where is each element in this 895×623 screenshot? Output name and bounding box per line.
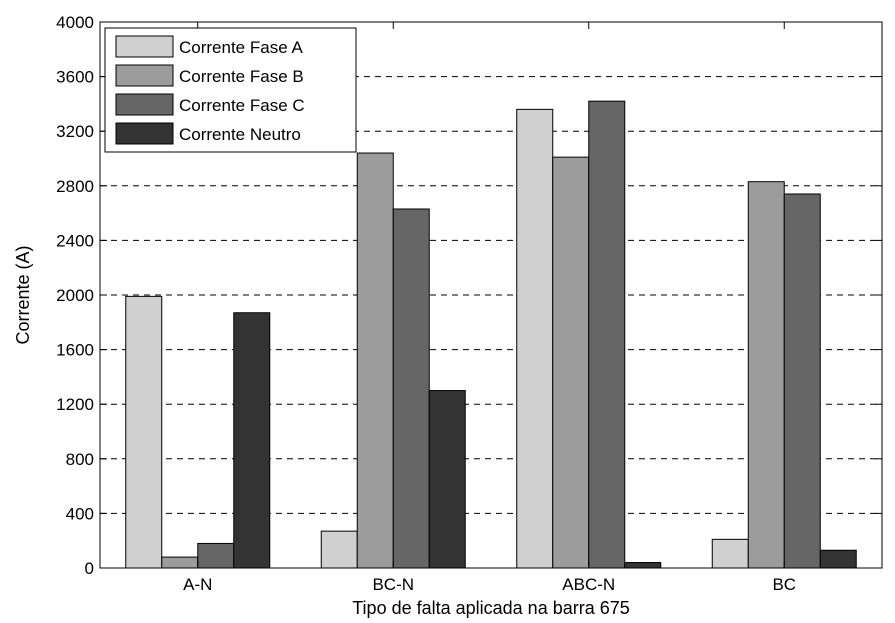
legend-label: Corrente Fase A xyxy=(179,38,303,57)
bar-bc-n-series-3 xyxy=(392,208,430,569)
y-tick-label: 800 xyxy=(66,450,94,469)
bar-bc-n-series-1 xyxy=(320,530,358,569)
x-tick-label: A-N xyxy=(183,575,212,594)
y-tick-label: 4000 xyxy=(56,13,94,32)
legend-label: Corrente Fase B xyxy=(179,67,304,86)
bar-abc-n-series-1 xyxy=(516,108,554,569)
axis-ticks: 0 400 800 1200 1600 2000 2400 2800 3200 3600 4000 A… xyxy=(56,13,882,594)
legend-swatch xyxy=(115,35,174,58)
y-tick-label: 1600 xyxy=(56,341,94,360)
x-tick-label: BC-N xyxy=(372,575,414,594)
bar-a-n-series-2 xyxy=(161,556,199,569)
bar-bc-series-1 xyxy=(711,538,749,569)
y-tick-label: 3200 xyxy=(56,122,94,141)
bar-abc-n-series-4 xyxy=(624,562,662,569)
y-tick-label: 2000 xyxy=(56,286,94,305)
bar-a-n-series-4 xyxy=(233,312,271,569)
bar-a-n-series-3 xyxy=(197,542,235,569)
bar-abc-n-series-2 xyxy=(552,156,590,569)
y-tick-label: 2800 xyxy=(56,177,94,196)
y-axis-title: Corrente (A) xyxy=(13,245,33,344)
bars xyxy=(125,100,857,569)
bar-bc-series-3 xyxy=(783,193,821,569)
y-tick-label: 1200 xyxy=(56,395,94,414)
legend-swatch xyxy=(115,122,174,145)
x-axis-title: Tipo de falta aplicada na barra 675 xyxy=(352,598,630,618)
bar-bc-series-2 xyxy=(747,181,785,569)
x-tick-label: ABC-N xyxy=(562,575,615,594)
bar-bc-n-series-2 xyxy=(356,152,394,569)
legend-swatch xyxy=(115,93,174,116)
y-tick-label: 2400 xyxy=(56,231,94,250)
bar-a-n-series-1 xyxy=(125,295,163,569)
bar-bc-n-series-4 xyxy=(428,390,466,569)
legend-label: Corrente Neutro xyxy=(179,125,301,144)
legend-label: Corrente Fase C xyxy=(179,96,305,115)
bar-bc-series-4 xyxy=(819,549,857,569)
legend: Corrente Fase A Corrente Fase B Corrente F… xyxy=(104,27,357,153)
legend-swatch xyxy=(115,64,174,87)
y-tick-label: 400 xyxy=(66,504,94,523)
y-tick-label: 3600 xyxy=(56,68,94,87)
y-tick-label: 0 xyxy=(85,559,94,578)
bar-abc-n-series-3 xyxy=(588,100,626,569)
x-tick-label: BC xyxy=(772,575,796,594)
